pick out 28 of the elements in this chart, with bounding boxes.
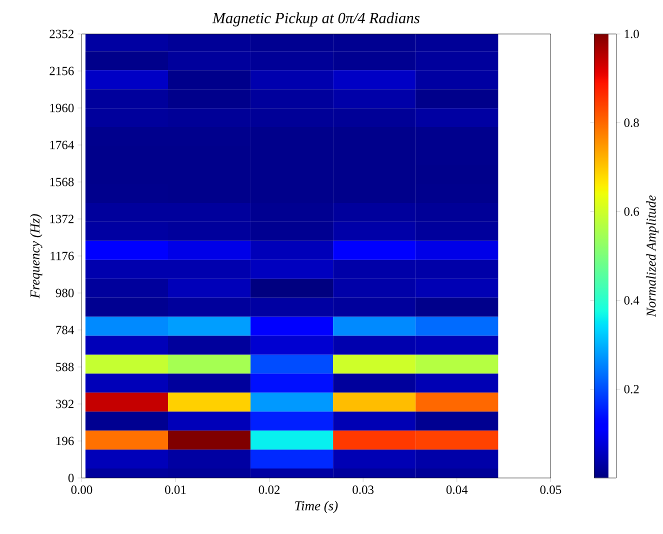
x-tick-label: 0.01 xyxy=(165,486,186,494)
color-bar-label: 0.4 xyxy=(624,296,640,305)
color-bar-title: Normalized Amplitude xyxy=(646,195,658,318)
y-tick-label: 784 xyxy=(56,326,74,334)
x-tick-label: 0.03 xyxy=(352,486,374,494)
y-tick-label: 588 xyxy=(56,362,74,372)
color-bar-label: 1.0 xyxy=(624,30,639,38)
chart-title: Magnetic Pickup at 0π/4 Radians xyxy=(212,12,420,26)
y-tick-label: 1960 xyxy=(50,104,74,112)
y-tick-label: 392 xyxy=(56,400,74,408)
x-axis-title: Time (s) xyxy=(295,500,338,514)
y-axis-title: Frequency (Hz) xyxy=(30,214,42,298)
color-bar-label: 0.8 xyxy=(624,118,639,128)
y-tick-label: 1568 xyxy=(50,178,74,186)
y-tick-label: 1764 xyxy=(50,140,74,150)
x-tick-label: 0.00 xyxy=(71,486,92,494)
y-tick-label: 1176 xyxy=(50,252,74,260)
y-tick-label: 2156 xyxy=(50,66,74,76)
y-tick-label: 196 xyxy=(56,436,74,446)
y-tick-label: 0 xyxy=(68,474,74,482)
y-tick-label: 980 xyxy=(56,288,74,298)
color-bar-label: 0.6 xyxy=(624,207,640,216)
x-tick-label: 0.02 xyxy=(258,486,280,494)
y-tick-label: 2352 xyxy=(50,30,74,38)
x-tick-label: 0.05 xyxy=(540,486,562,494)
x-tick-label: 0.04 xyxy=(446,486,468,494)
y-tick-label: 1372 xyxy=(50,214,74,224)
color-bar-label: 0.2 xyxy=(624,384,639,394)
